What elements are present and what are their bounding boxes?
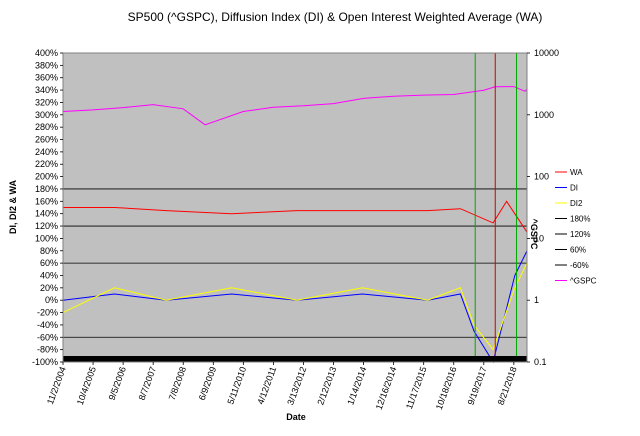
y2-tick-label: 10000 <box>534 48 559 58</box>
y-tick-label: 280% <box>35 122 58 132</box>
x-tick-label: 10/18/2016 <box>434 365 459 411</box>
legend-label: -60% <box>570 261 589 270</box>
legend-label: 180% <box>570 215 590 224</box>
x-tick-label: 9/5/2006 <box>107 365 128 401</box>
x-tick-label: 12/16/2014 <box>374 365 399 411</box>
y2-axis-title: ^GSPC <box>529 219 539 250</box>
x-tick-label: 11/17/2015 <box>404 365 429 410</box>
x-tick-label: 8/21/2018 <box>496 365 519 406</box>
y2-axis-ticks: 0.1 1 10 100 1000 10000 <box>527 48 559 367</box>
y-tick-label: 260% <box>35 135 58 145</box>
y-tick-label: 60% <box>40 258 58 268</box>
reference-lines <box>63 188 527 338</box>
y-tick-label: 160% <box>35 196 58 206</box>
y-tick-label: 380% <box>35 60 58 70</box>
y-tick-label: 20% <box>40 283 58 293</box>
bottom-band <box>63 356 527 362</box>
x-tick-label: 6/9/2009 <box>197 365 218 401</box>
x-tick-label: 9/19/2017 <box>466 365 489 406</box>
x-tick-label: 8/7/2007 <box>137 365 158 401</box>
series-line-1 <box>62 250 528 364</box>
y-tick-label: 180% <box>35 184 58 194</box>
y-tick-label: 40% <box>40 270 58 280</box>
y-axis-title: DI, DI2 & WA <box>8 180 18 235</box>
x-tick-label: 2/12/2013 <box>315 365 338 406</box>
x-tick-label: 1/14/2014 <box>345 365 368 406</box>
y2-tick-label: 10 <box>534 233 544 243</box>
legend: WA DI DI2 180% 120% 60% -60% ^GSPC <box>555 168 597 286</box>
y-tick-label: 100% <box>35 233 58 243</box>
x-axis-title: Date <box>286 412 306 422</box>
legend-label: 120% <box>570 230 590 239</box>
legend-label: DI <box>570 184 578 193</box>
series-line-2 <box>62 262 528 351</box>
vertical-markers <box>474 53 518 362</box>
y-tick-label: -40% <box>37 320 58 330</box>
y2-tick-label: 1 <box>534 295 539 305</box>
y2-tick-label: 0.1 <box>534 357 547 367</box>
legend-label: WA <box>570 168 583 177</box>
y-tick-label: 200% <box>35 172 58 182</box>
y-tick-label: 360% <box>35 73 58 83</box>
x-axis-ticks: 11/2/2004 10/4/2005 9/5/2006 8/7/2007 7/8/20… <box>45 362 519 411</box>
y-tick-label: 120% <box>35 221 58 231</box>
y-axis-ticks: -100% -80% -60% -40% -20% 0% 20% 40% 60% 80% 100% 1… <box>32 48 63 367</box>
y-tick-label: 240% <box>35 147 58 157</box>
y-tick-label: 140% <box>35 209 58 219</box>
x-tick-label: 10/4/2005 <box>75 365 98 406</box>
y-tick-label: 80% <box>40 246 58 256</box>
plot-border <box>62 52 528 363</box>
y-tick-label: -100% <box>32 357 58 367</box>
y-tick-label: 320% <box>35 97 58 107</box>
y-tick-label: -80% <box>37 345 58 355</box>
y-tick-label: -20% <box>37 308 58 318</box>
y-tick-label: 0% <box>45 295 58 305</box>
legend-label: 60% <box>570 246 586 255</box>
legend-label: DI2 <box>570 199 583 208</box>
y-tick-label: 400% <box>35 48 58 58</box>
y-tick-label: 220% <box>35 159 58 169</box>
x-tick-label: 7/8/2008 <box>167 365 188 401</box>
x-tick-label: 5/11/2010 <box>225 365 248 405</box>
x-tick-label: 3/13/2012 <box>285 365 308 406</box>
series-line-0 <box>63 200 528 233</box>
y-tick-label: 340% <box>35 85 58 95</box>
y2-tick-label: 1000 <box>534 110 554 120</box>
legend-label: ^GSPC <box>570 277 597 286</box>
y2-tick-label: 100 <box>534 172 549 182</box>
y-tick-label: 300% <box>35 110 58 120</box>
chart-title: SP500 (^GSPC), Diffusion Index (DI) & Op… <box>128 10 543 24</box>
plot-area <box>63 53 527 362</box>
x-tick-label: 11/2/2004 <box>45 365 68 405</box>
x-tick-label: 4/12/2011 <box>255 365 278 405</box>
y-tick-label: -60% <box>37 332 58 342</box>
